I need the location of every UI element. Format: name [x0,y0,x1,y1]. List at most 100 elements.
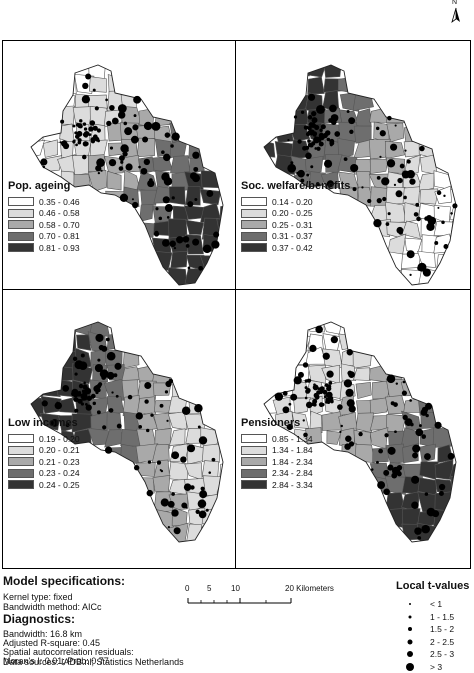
t-class-label: < 1 [430,599,442,609]
t-value-dot [452,203,457,208]
t-value-dot [161,150,165,154]
t-value-dot [87,396,92,401]
t-value-dot [211,240,219,248]
t-value-dot [376,127,379,130]
t-value-dot [93,402,96,405]
scale-bar-line [185,584,345,608]
legend-row: 0.35 - 0.46 [8,196,80,208]
t-value-dot [116,395,119,398]
district [452,221,470,238]
district [88,170,107,191]
t-value-dot [423,268,431,276]
t-values-heading: Local t-values [396,580,474,592]
t-value-dot [60,120,64,124]
t-value-dot [379,156,381,158]
t-value-dot [147,490,153,496]
legend-row: 0.24 - 0.25 [8,479,80,491]
district [435,269,455,286]
t-dot-icon [406,663,414,671]
t-value-dot [306,402,312,408]
t-value-dot [73,357,77,361]
t-value-dot [109,159,116,166]
t-value-dot [62,385,69,392]
legend-row: 0.58 - 0.70 [8,219,80,231]
t-value-dot [443,195,445,197]
t-value-dot [337,404,343,410]
legend-row: 2.34 - 2.84 [241,468,313,480]
t-value-dot [193,167,198,172]
t-value-dot [308,94,315,101]
t-value-dot [407,250,415,258]
legend-row: 0.81 - 0.93 [8,242,80,254]
t-value-dot [213,232,219,238]
t-value-dot [184,483,192,491]
t-value-dot [162,239,170,247]
t-value-dot [349,441,354,446]
t-value-dot [402,391,407,396]
t-value-dot [426,215,432,221]
legend-swatch [8,243,34,252]
t-value-dot [390,144,397,151]
district [451,476,470,497]
t-value-dot [150,414,153,417]
t-value-dot [97,411,99,413]
t-value-dot [101,375,106,380]
t-value-dot [203,245,212,254]
t-value-dot [76,123,80,127]
t-value-dot [187,201,193,207]
district [56,106,75,125]
t-class-row: 2 - 2.5 [388,636,474,649]
t-value-dot [282,406,289,413]
district [75,59,90,75]
t-value-dot [387,159,395,167]
t-value-dot [311,111,316,116]
t-value-dot [85,403,88,406]
t-value-dot [437,207,439,209]
t-value-dot [443,244,448,249]
t-value-dot [174,527,181,534]
t-class-row: < 1 [388,598,474,611]
district [171,251,188,268]
t-value-dot [138,166,141,169]
t-value-dot [316,390,321,395]
t-value-dot [75,143,78,146]
t-value-dot [120,110,124,114]
t-value-dot [152,122,161,131]
t-value-dot [314,147,317,150]
district [186,220,204,234]
t-value-dot [132,124,138,130]
t-value-dot [412,452,418,458]
t-value-dot [414,527,422,535]
t-value-dot [174,247,176,249]
legend-swatch [241,243,267,252]
legend-label: 0.31 - 0.37 [272,232,313,241]
district [370,108,389,122]
t-value-dot [74,131,77,134]
legend-swatch [241,197,267,206]
diagnostics-heading: Diagnostics: [3,612,75,626]
t-value-dot [275,392,283,400]
district [289,58,309,76]
district [308,77,325,94]
t-value-dot [117,424,122,429]
t-value-dot [144,382,151,389]
t-value-dot [325,383,329,387]
district [353,347,372,368]
district [433,428,454,448]
t-value-dot [328,381,332,385]
t-value-dot [384,433,388,437]
t-value-dot [314,125,319,130]
t-value-dot [75,134,80,139]
district [388,234,406,255]
t-class-label: 1 - 1.5 [430,612,454,622]
t-value-dot [402,171,410,179]
t-value-dot [75,373,78,376]
t-value-dot [311,402,315,406]
t-value-dot [90,120,95,125]
t-value-dot [294,115,297,118]
t-value-dot [141,168,148,175]
district [257,122,276,139]
t-value-dot [93,126,98,131]
t-value-dot [309,122,314,127]
t-value-dot [144,122,152,130]
